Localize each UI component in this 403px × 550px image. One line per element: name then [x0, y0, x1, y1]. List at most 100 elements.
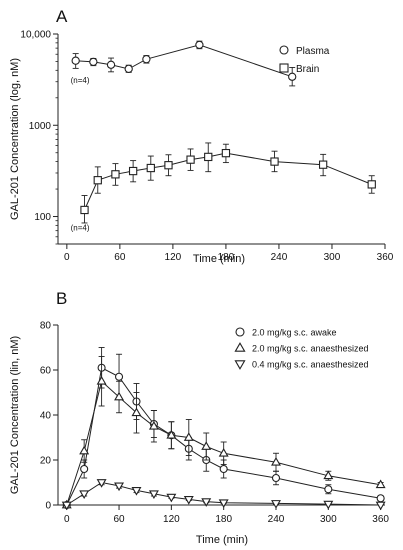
panel-b-y-tick-label: 60 [40, 366, 52, 377]
panel-a-point [186, 155, 195, 164]
panel-a-series-line [84, 152, 372, 211]
panel-a-annotation: (n=4) [71, 224, 90, 233]
panel-a-legend-label: Plasma [296, 46, 330, 57]
panel-b-legend-marker [234, 360, 246, 370]
panel-a-y-tick-label: 10,000 [20, 30, 51, 41]
panel-b-point [183, 432, 194, 441]
panel-a-x-tick-label: 60 [114, 252, 126, 263]
panel-b-legend-label: 2.0 mg/kg s.c. anaesthesized [252, 344, 369, 354]
panel-b-point [80, 464, 89, 474]
panel-a-chart: A GAL-201 Concentration (log, nM) Time (… [9, 7, 394, 265]
panel-a-x-tick-label: 240 [271, 252, 288, 263]
panel-a-ylabel: GAL-201 Concentration (log, nM) [9, 58, 21, 220]
panel-b-point [131, 487, 142, 496]
panel-a-point [106, 60, 116, 69]
panel-b-point [201, 441, 212, 450]
panel-b-series-3 [61, 479, 386, 511]
panel-a-point [89, 57, 98, 67]
panel-a-legend: Plasma Brain [279, 45, 330, 75]
panel-b-point [96, 479, 107, 488]
panel-b-point [61, 501, 72, 511]
panel-b-point [219, 464, 228, 474]
panel-b-legend-entry: 0.4 mg/kg s.c. anaesthesized [234, 360, 369, 370]
panel-b-legend-label: 0.4 mg/kg s.c. anaesthesized [252, 360, 369, 370]
panel-b-ylabel: GAL-201 Concentration (lin, nM) [9, 336, 21, 494]
panel-b-point [375, 479, 386, 489]
panel-a-letter: A [56, 7, 68, 26]
panel-a-legend-entry: Brain [279, 63, 319, 75]
panel-b-xlabel: Time (min) [196, 534, 248, 546]
panel-b-point [166, 429, 177, 439]
panel-a-point [221, 148, 231, 158]
panel-b-y-tick-label: 40 [40, 411, 52, 422]
panel-a-xlabel: Time (min) [193, 253, 245, 265]
panel-b-point [114, 391, 125, 401]
panel-b-series-2 [61, 356, 386, 509]
panel-a-point [204, 152, 213, 162]
panel-b-point [271, 473, 281, 483]
panel-a-legend-marker [279, 45, 289, 55]
panel-b-point [148, 420, 159, 430]
panel-a-series-plasma [71, 40, 297, 87]
panel-a-x-tick-label: 360 [377, 252, 394, 263]
panel-b-point [201, 498, 212, 507]
panel-a-point [124, 64, 133, 74]
panel-a-x-tick-label: 180 [218, 252, 235, 263]
panel-b-point [376, 494, 385, 503]
panel-a-point [93, 176, 102, 185]
panel-b-point [323, 470, 334, 480]
panel-a-point [270, 157, 279, 166]
panel-b-series [61, 347, 386, 511]
panel-b-y-tick-label: 0 [45, 501, 51, 512]
panel-a-series [71, 40, 376, 224]
panel-b-legend-entry: 2.0 mg/kg s.c. anaesthesized [234, 342, 369, 354]
panel-a-point [288, 72, 297, 81]
panel-b-point [148, 490, 159, 500]
panel-a-point [111, 170, 120, 179]
panel-b-letter: B [56, 289, 67, 308]
panel-a-annotations: (n=4) (n=4) [71, 76, 90, 233]
panel-b-y-tick-label: 80 [40, 321, 52, 332]
panel-a-legend-marker [279, 63, 289, 73]
panel-a-x-tick-label: 0 [64, 252, 70, 263]
panel-b-legend: 2.0 mg/kg s.c. awake 2.0 mg/kg s.c. anaes… [234, 327, 369, 370]
panel-b-x-tick-label: 120 [163, 514, 180, 525]
panel-b-legend-marker [234, 342, 246, 352]
panel-a-legend-label: Brain [296, 64, 319, 75]
panel-b-x-tick-label: 300 [320, 514, 337, 525]
panel-b-x-tick-label: 180 [215, 514, 232, 525]
panel-a-point [128, 166, 138, 176]
panel-b-y-tick-label: 20 [40, 456, 52, 467]
panel-a-point [367, 180, 376, 189]
panel-a-y-tick-label: 100 [34, 212, 51, 223]
panel-b-point [183, 496, 194, 505]
panel-a-point [80, 205, 89, 215]
panel-a-point [71, 56, 80, 65]
panel-a-point [142, 55, 151, 64]
panel-a-legend-entry: Plasma [279, 45, 330, 57]
panel-b-legend-marker [235, 327, 245, 337]
panel-b-chart: B GAL-201 Concentration (lin, nM) Time (… [9, 289, 389, 546]
panel-a-y-tick-label: 1000 [29, 121, 52, 132]
panel-a-point [195, 40, 204, 50]
panel-b-point [323, 500, 334, 510]
panel-b-x-tick-label: 0 [64, 514, 70, 525]
panel-b-point [271, 500, 281, 509]
panel-b-point [79, 490, 90, 500]
panel-a-series-brain [80, 142, 376, 224]
panel-b-point [79, 445, 90, 455]
panel-b-x-tick-label: 240 [268, 514, 285, 525]
panel-b-point [166, 493, 177, 503]
panel-a-point [318, 160, 328, 169]
panel-b-legend-entry: 2.0 mg/kg s.c. awake [235, 327, 337, 338]
panel-b-point [114, 482, 125, 492]
panel-b-point [324, 485, 333, 494]
panel-a-x-tick-label: 300 [324, 252, 341, 263]
panel-b-point [114, 372, 124, 381]
panel-a-axes: 100 1000 10,000 0 60 120 180 240 300 360 [20, 30, 393, 264]
panel-a-point [164, 161, 173, 170]
panel-b-point [271, 456, 281, 466]
panel-a-x-tick-label: 120 [165, 252, 182, 263]
panel-b-legend-label: 2.0 mg/kg s.c. awake [252, 328, 337, 338]
